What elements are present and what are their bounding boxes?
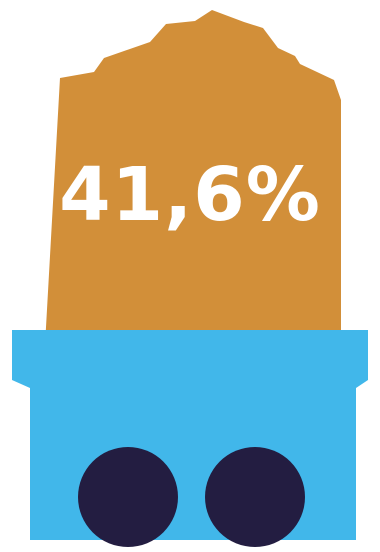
wheel-left-icon [78,447,178,547]
cart-body [12,330,368,540]
wheel-right-icon [205,447,305,547]
ore-pile-icon [45,10,341,345]
stat-value: 41,6% [59,152,321,238]
